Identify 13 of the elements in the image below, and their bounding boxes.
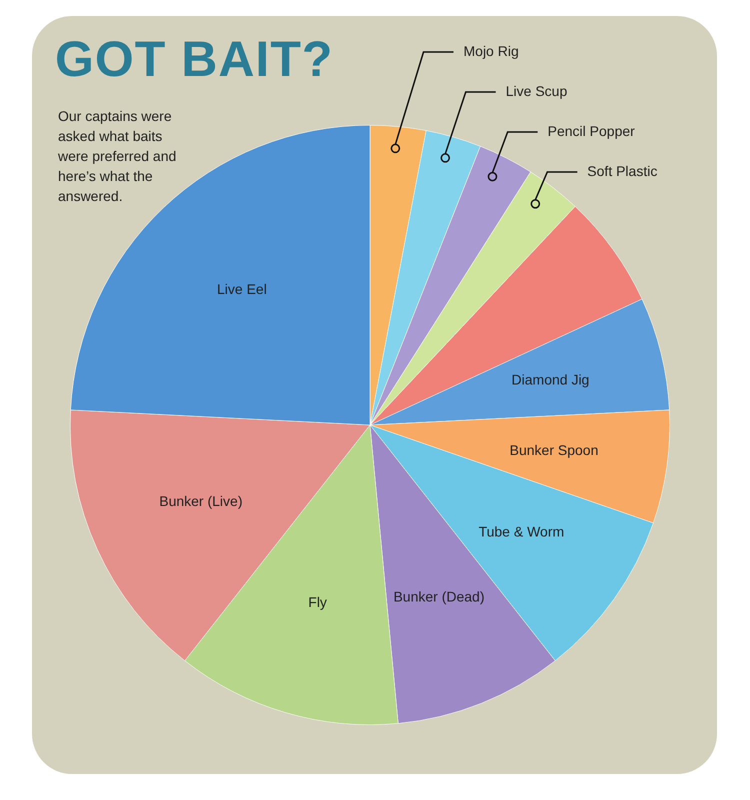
slice-label: Pencil Popper xyxy=(548,122,636,139)
slice-label: Fly xyxy=(308,594,327,610)
slice-label: Tube & Worm xyxy=(478,524,564,540)
slice-label: Diamond Jig xyxy=(512,371,590,388)
text: Our captains were asked what baits were preferred and here’s what the answered. xyxy=(58,107,178,206)
slice-label: Bunker (Live) xyxy=(159,492,242,509)
slice-label: Bunker Spoon xyxy=(510,442,598,458)
slice-label: Bunker (Dead) xyxy=(393,588,484,604)
slice-label: Live Scup xyxy=(506,82,568,99)
slice-label: Mojo Rig xyxy=(463,42,519,59)
slice-label: Soft Plastic xyxy=(587,162,658,179)
chart-title: GOT BAIT? xyxy=(55,30,334,88)
slice-label: Live Eel xyxy=(217,281,267,298)
